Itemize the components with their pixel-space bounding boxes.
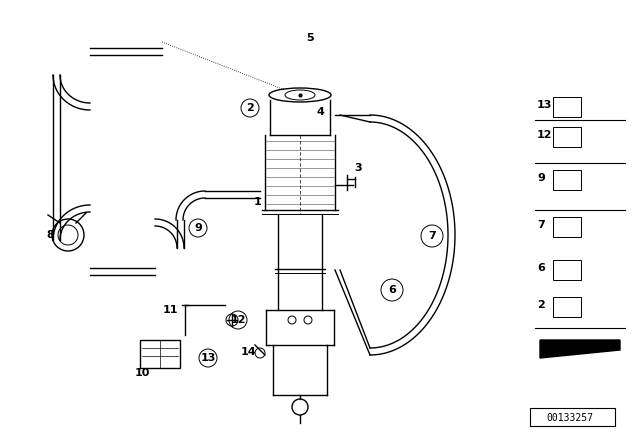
Text: 7: 7 (428, 231, 436, 241)
Polygon shape (540, 340, 620, 358)
Text: 12: 12 (537, 130, 552, 140)
Text: 4: 4 (316, 107, 324, 117)
Text: 2: 2 (537, 300, 545, 310)
Bar (553, 97, 581, 117)
Text: 8: 8 (46, 230, 54, 240)
Bar (553, 170, 581, 190)
Text: 12: 12 (230, 315, 246, 325)
Text: 7: 7 (537, 220, 545, 230)
Bar (553, 127, 581, 147)
Bar (140, 340, 180, 368)
Text: 9: 9 (194, 223, 202, 233)
Text: 10: 10 (134, 368, 150, 378)
Text: 9: 9 (537, 173, 545, 183)
Bar (553, 217, 581, 237)
Bar (530, 408, 615, 426)
Bar (553, 260, 581, 280)
Text: 14: 14 (240, 347, 256, 357)
Text: 1: 1 (254, 197, 262, 207)
Text: 6: 6 (388, 285, 396, 295)
Text: 6: 6 (537, 263, 545, 273)
Bar (553, 297, 581, 317)
Text: 00133257: 00133257 (547, 413, 593, 423)
Text: 11: 11 (163, 305, 178, 315)
Text: 2: 2 (246, 103, 254, 113)
Text: 13: 13 (200, 353, 216, 363)
Text: 5: 5 (306, 33, 314, 43)
Text: 3: 3 (354, 163, 362, 173)
Text: 13: 13 (537, 100, 552, 110)
